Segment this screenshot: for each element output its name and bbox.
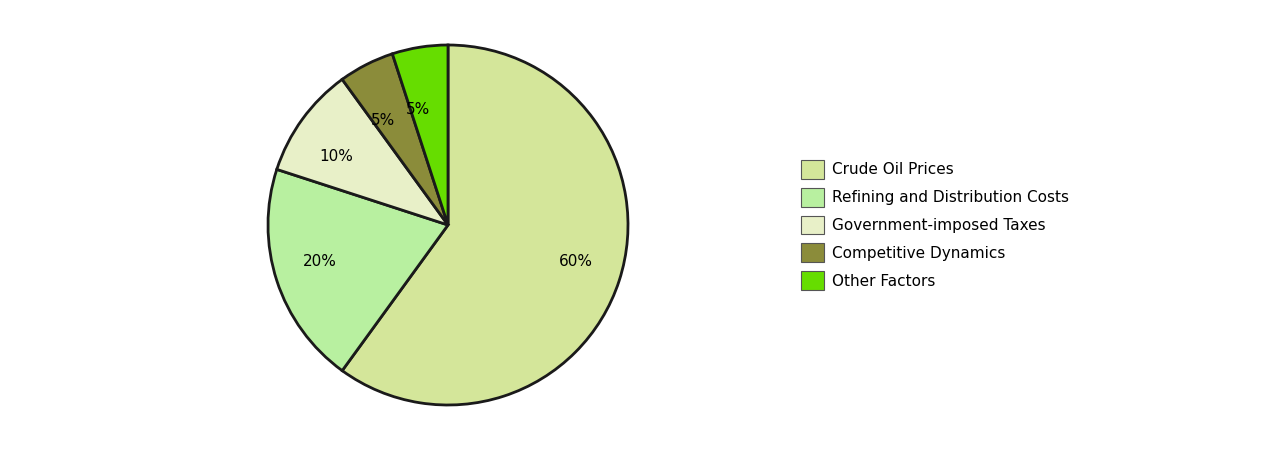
Text: 5%: 5% bbox=[371, 113, 396, 128]
Wedge shape bbox=[393, 45, 448, 225]
Text: 60%: 60% bbox=[559, 254, 593, 269]
Wedge shape bbox=[268, 169, 448, 371]
Text: 10%: 10% bbox=[320, 149, 353, 164]
Text: 5%: 5% bbox=[406, 102, 430, 117]
Wedge shape bbox=[276, 79, 448, 225]
Wedge shape bbox=[342, 54, 448, 225]
Text: 20%: 20% bbox=[303, 254, 337, 269]
Wedge shape bbox=[342, 45, 628, 405]
Legend: Crude Oil Prices, Refining and Distribution Costs, Government-imposed Taxes, Com: Crude Oil Prices, Refining and Distribut… bbox=[801, 160, 1069, 290]
